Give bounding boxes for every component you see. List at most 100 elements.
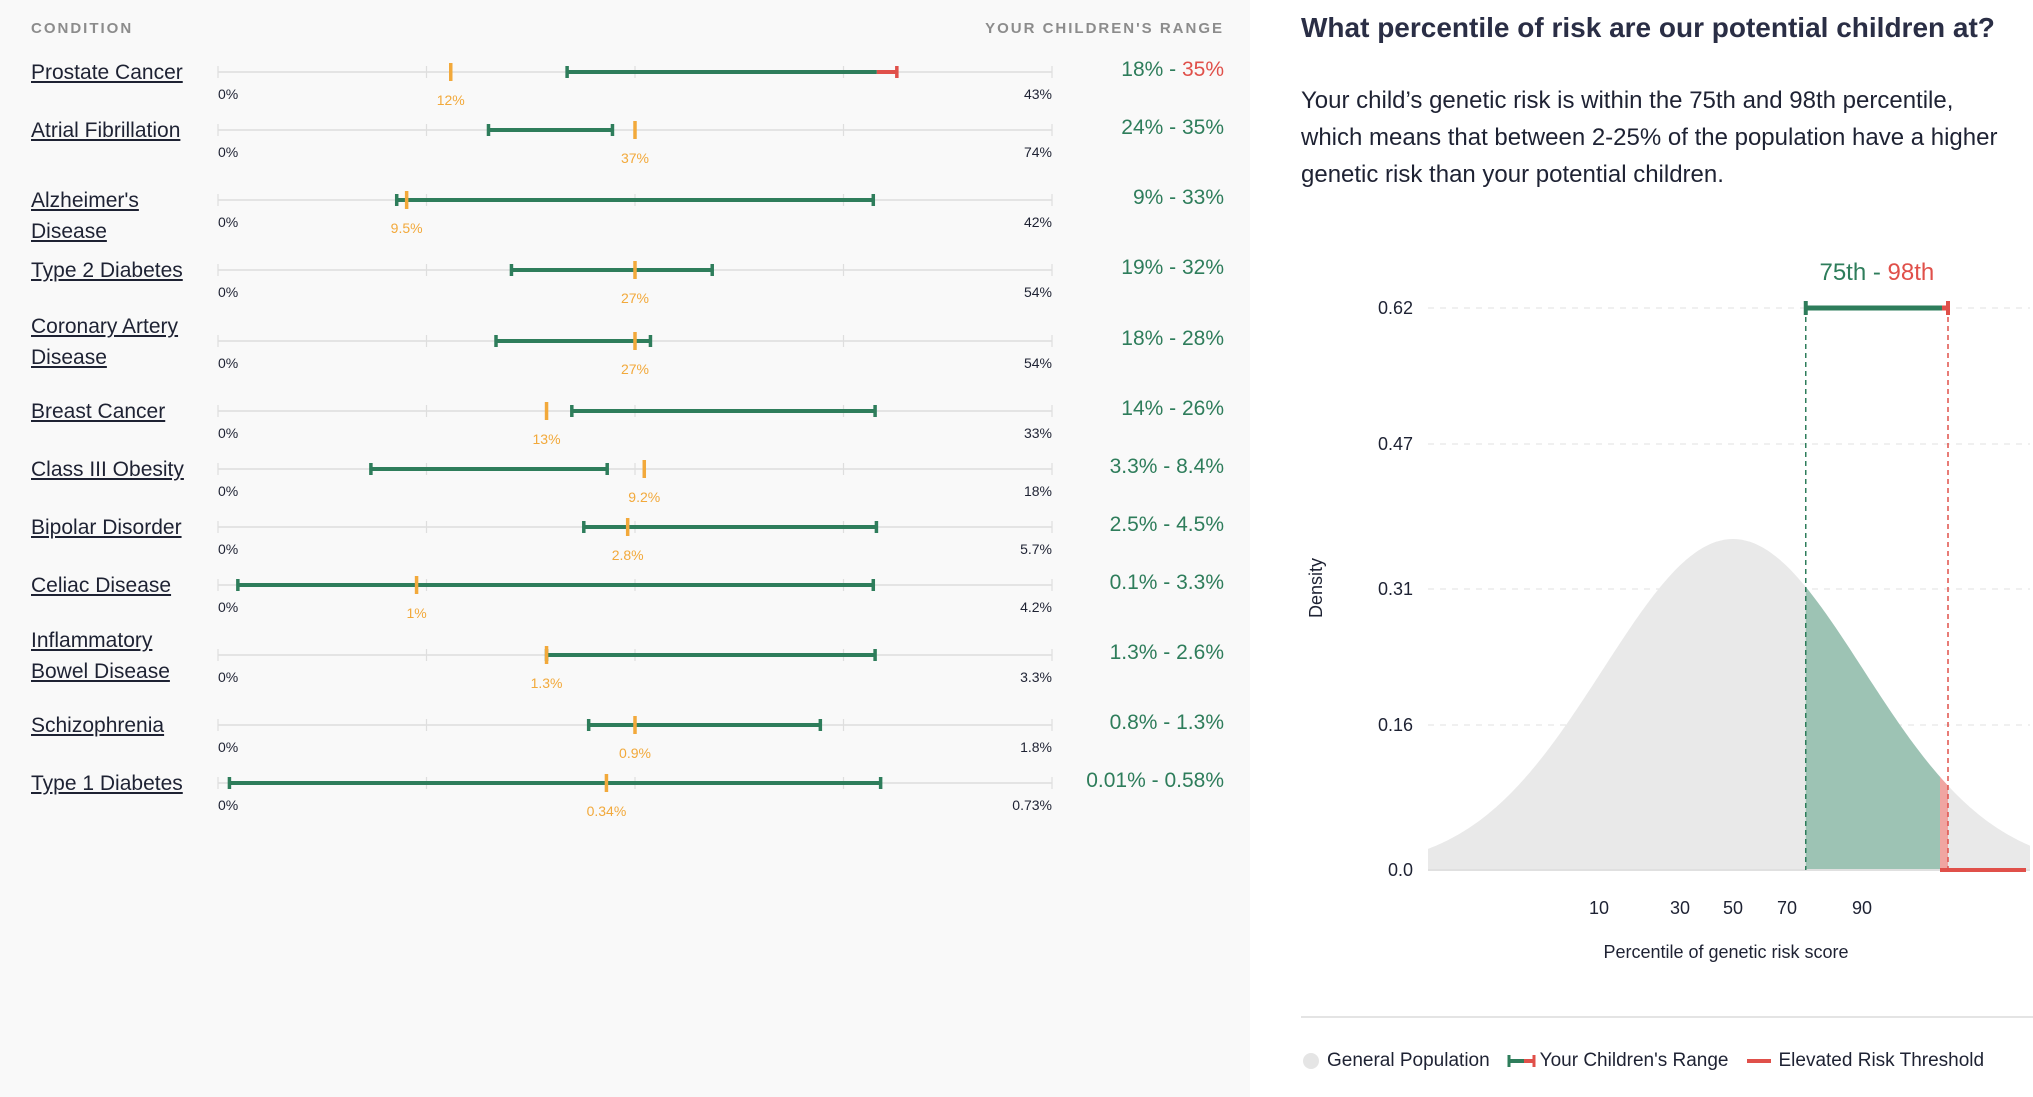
axis-min-label: 0% [218, 483, 238, 499]
condition-link[interactable]: Prostate Cancer [31, 61, 183, 84]
range-value: 3.3% - 8.4% [1110, 455, 1224, 479]
range-separator: - [1163, 397, 1182, 420]
range-value: 0.01% - 0.58% [1086, 769, 1224, 793]
children-range-area [1805, 587, 1940, 870]
range-separator: - [1163, 186, 1182, 209]
axis-min-label: 0% [218, 144, 238, 160]
condition-link[interactable]: Breast Cancer [31, 400, 166, 423]
average-label: 0.34% [587, 803, 627, 819]
axis-max-label: 4.2% [1020, 599, 1052, 615]
condition-link[interactable]: Class III Obesity [31, 458, 184, 481]
range-low-value: 0.8% [1109, 711, 1158, 734]
legend-elevated-threshold-label: Elevated Risk Threshold [1778, 1050, 1985, 1071]
average-label: 13% [533, 431, 561, 447]
range-label-high: 98th [1888, 259, 1935, 286]
axis-min-label: 0% [218, 425, 238, 441]
x-tick-label: 90 [1852, 898, 1872, 918]
range-low-value: 19% [1121, 256, 1164, 279]
range-low-value: 1.3% [1109, 641, 1158, 664]
average-label: 1% [406, 605, 426, 621]
average-label: 12% [437, 92, 465, 108]
axis-max-label: 33% [1024, 425, 1052, 441]
x-tick-label: 50 [1723, 898, 1743, 918]
range-separator: - [1157, 711, 1177, 734]
range-bar: 0% 3.3% 1.3% [217, 646, 1053, 691]
range-label: 75th - 98th [1819, 259, 1934, 286]
density-areas [1428, 539, 2030, 872]
range-value: 1.3% - 2.6% [1110, 641, 1224, 665]
axis-min-label: 0% [218, 214, 238, 230]
range-high-value: 4.5% [1176, 513, 1224, 536]
condition-link[interactable]: Type 2 Diabetes [31, 259, 183, 282]
y-axis-label: Density [1306, 558, 1326, 618]
range-value: 9% - 33% [1133, 186, 1224, 210]
condition-link[interactable]: Celiac Disease [31, 574, 172, 597]
range-separator: - [1145, 769, 1165, 792]
condition-link[interactable]: Atrial Fibrillation [31, 119, 181, 142]
condition-link[interactable]: Type 1 Diabetes [31, 772, 183, 795]
range-high-value: 1.3% [1176, 711, 1224, 734]
axis-max-label: 54% [1024, 284, 1052, 300]
range-value: 24% - 35% [1121, 116, 1224, 140]
range-separator: - [1163, 256, 1182, 279]
range-separator: - [1163, 327, 1182, 350]
red-line-icon [1746, 1059, 1771, 1063]
range-bar: 0% 54% 27% [217, 261, 1053, 306]
axis-max-label: 1.8% [1020, 739, 1052, 755]
y-tick-label: 0.62 [1378, 298, 1413, 318]
x-tick-label: 70 [1777, 898, 1797, 918]
range-low-value: 0.1% [1109, 571, 1158, 594]
range-bar: 0% 4.2% 1% [217, 576, 1053, 621]
legend-children-range-label: Your Children's Range [1539, 1050, 1729, 1071]
range-bar: 0% 43% 12% [217, 63, 1053, 108]
axis-min-label: 0% [218, 284, 238, 300]
x-tick-label: 30 [1670, 898, 1690, 918]
range-separator: - [1157, 455, 1177, 478]
range-bar: 0% 42% 9.5% [217, 191, 1053, 236]
axis-max-label: 5.7% [1020, 541, 1052, 557]
condition-link[interactable]: Schizophrenia [31, 714, 165, 737]
range-high-value: 2.6% [1176, 641, 1224, 664]
legend-children-range: Your Children's Range [1506, 1050, 1729, 1072]
range-high-value: 26% [1181, 397, 1224, 420]
y-tick-label: 0.47 [1378, 434, 1413, 454]
axis-min-label: 0% [218, 86, 238, 102]
range-separator: - [1163, 58, 1182, 81]
axis-max-label: 42% [1024, 214, 1052, 230]
range-high-value: 3.3% [1176, 571, 1224, 594]
axis-max-label: 0.73% [1012, 797, 1052, 813]
condition-link[interactable]: Alzheimer's Disease [31, 189, 139, 243]
axis-min-label: 0% [218, 669, 238, 685]
legend-general-population-label: General Population [1327, 1050, 1490, 1071]
range-bar: 0% 54% 27% [217, 332, 1053, 377]
range-separator: - [1157, 571, 1177, 594]
page-title: What percentile of risk are our potentia… [1301, 12, 1995, 43]
range-header: YOUR CHILDREN'S RANGE [985, 20, 1224, 37]
range-high-value: 33% [1181, 186, 1224, 209]
average-label: 27% [621, 290, 649, 306]
condition-link[interactable]: Inflammatory Bowel Disease [31, 629, 170, 683]
axis-min-label: 0% [218, 541, 238, 557]
legend-divider [1301, 1016, 2033, 1018]
range-label-low: 75th [1819, 259, 1866, 286]
range-value: 2.5% - 4.5% [1110, 513, 1224, 537]
condition-link[interactable]: Coronary Artery Disease [31, 315, 179, 369]
range-value: 18% - 28% [1121, 327, 1224, 351]
average-label: 0.9% [619, 745, 651, 761]
conditions-panel: CONDITION YOUR CHILDREN'S RANGE Prostate… [31, 20, 1224, 819]
axis-min-label: 0% [218, 797, 238, 813]
range-separator: - [1163, 116, 1182, 139]
axis-max-label: 18% [1024, 483, 1052, 499]
range-bar: 0% 33% 13% [217, 402, 1053, 447]
risk-description: Your child’s genetic risk is within the … [1301, 87, 1998, 188]
range-high-value: 28% [1181, 327, 1224, 350]
range-high-value: 35% [1181, 58, 1224, 81]
condition-link[interactable]: Bipolar Disorder [31, 516, 182, 539]
range-low-value: 2.5% [1109, 513, 1158, 536]
y-tick-label: 0.0 [1388, 860, 1413, 880]
range-low-value: 14% [1121, 397, 1164, 420]
range-low-value: 24% [1121, 116, 1164, 139]
y-tick-label: 0.31 [1378, 579, 1413, 599]
axis-max-label: 54% [1024, 355, 1052, 371]
range-label-sep: - [1866, 259, 1887, 286]
